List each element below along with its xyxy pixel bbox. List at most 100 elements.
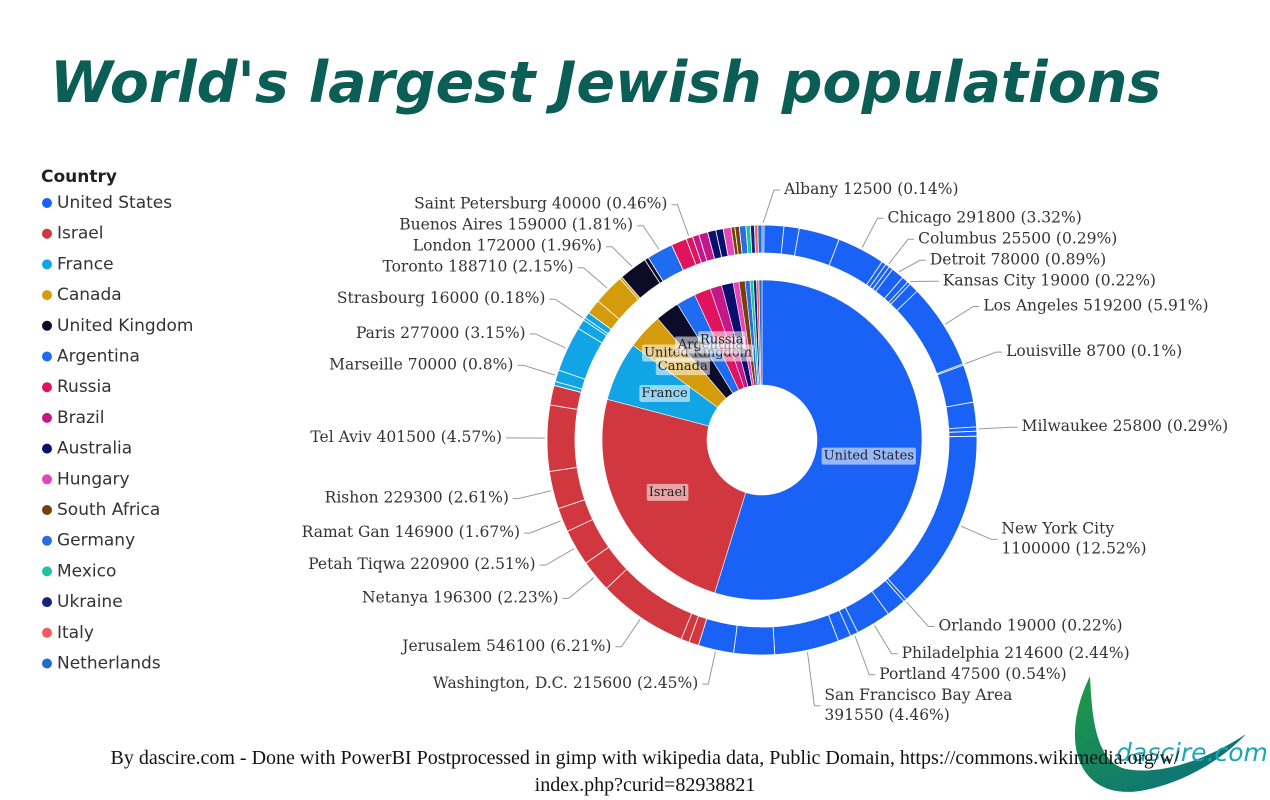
city-label: Rishon 229300 (2.61%) [325,488,509,506]
legend-label: Argentina [57,347,140,367]
city-label: Kansas City 19000 (0.22%) [943,271,1156,289]
legend-label: Italy [57,623,94,643]
leader-line [637,225,660,250]
leader-line [606,246,633,267]
city-label: Albany 12500 (0.14%) [783,180,959,198]
outer-slice [896,290,964,375]
leader-line [854,635,876,676]
outer-slice [772,614,839,656]
legend-marker [42,658,52,669]
leader-line [906,601,935,628]
city-label: London 172000 (1.96%) [413,237,602,255]
leader-line [549,298,583,319]
city-label: Philadelphia 214600 (2.44%) [902,644,1130,662]
legend-marker [42,535,52,546]
outer-slice [948,430,978,438]
inner-slice [714,279,923,601]
leader-line [512,490,552,499]
inner-label-bg [698,331,746,349]
leader-line [615,619,641,648]
city-label: Toronto 188710 (2.15%) [382,258,573,276]
legend-marker [42,505,52,515]
city-label: Washington, D.C. 215600 (2.45%) [433,674,698,692]
outer-slice [546,404,578,472]
legend-marker [42,351,52,362]
leader-line [945,305,980,325]
inner-slice [758,279,763,386]
leader-line [898,259,926,273]
city-label: Detroit 78000 (0.89%) [930,250,1106,268]
inner-label: France [641,386,688,401]
legend-label: Israel [57,224,103,244]
city-label: Los Angeles 519200 (5.91%) [983,296,1208,314]
leader-line [529,333,566,349]
outer-slice [763,224,785,255]
leader-line [517,364,556,376]
chart-title: World's largest Jewish populations [50,50,1161,116]
city-label: San Francisco Bay Area [824,686,1012,704]
city-label: Ramat Gan 146900 (1.67%) [302,523,520,541]
legend-title: Country [41,167,117,187]
city-label: Milwaukee 25800 (0.29%) [1022,417,1229,435]
inner-label-bg [821,447,916,465]
city-label: Paris 277000 (3.15%) [356,324,526,342]
outer-slice [605,568,693,640]
inner-label-bg [646,483,689,501]
legend-label: Ukraine [57,592,123,612]
city-label: Jerusalem 546100 (6.21%) [400,637,611,655]
city-label: Orlando 19000 (0.22%) [938,617,1122,635]
legend-marker [42,228,52,239]
outer-slice [733,624,776,656]
leader-line [539,548,575,566]
inner-label-bg [639,385,690,403]
legend-label: Australia [57,439,132,459]
city-label: Netanya 196300 (2.23%) [362,588,559,606]
inner-label: Russia [700,332,744,347]
leader-line [874,625,898,655]
legend-label: Netherlands [57,654,161,674]
footer-line: By dascire.com - Done with PowerBI Postp… [111,747,1180,769]
legend-marker [42,198,52,208]
city-label: Saint Petersburg 40000 (0.46%) [414,195,667,213]
city-label: Buenos Aires 159000 (1.81%) [399,216,633,234]
leader-line [861,217,884,248]
legend-label: Germany [57,531,135,551]
city-label: Columbus 25500 (0.29%) [918,229,1117,247]
leader-line [702,651,716,685]
city-label: New York City [1001,519,1114,537]
leader-line [806,652,821,707]
legend-label: Russia [57,377,112,397]
city-label: Chicago 291800 (3.32%) [887,208,1081,226]
legend-marker [42,443,52,454]
legend-marker [42,382,52,393]
legend-marker [42,627,52,638]
city-label: Portland 47500 (0.54%) [879,665,1066,683]
city-label: Petah Tiqwa 220900 (2.51%) [308,555,535,573]
legend-label: Canada [57,285,122,305]
legend-label: United Kingdom [57,316,193,336]
city-label: Strasbourg 16000 (0.18%) [337,289,546,307]
leader-line [960,525,998,540]
inner-label: United States [824,449,914,464]
legend-label: Hungary [57,469,130,489]
logo-swoosh [1074,676,1246,792]
city-label: Louisville 8700 (0.1%) [1006,342,1182,360]
leader-line [577,267,608,289]
inner-label-bg [655,358,710,376]
leader-line [888,238,915,265]
leader-line [671,204,690,236]
city-label: Tel Aviv 401500 (4.57%) [310,428,502,446]
inner-label: Israel [649,485,687,500]
legend-marker [42,597,52,608]
leader-line [964,351,1003,365]
outer-slice [945,401,978,430]
legend-marker [42,259,52,270]
legend: United States Israel France Canada United Ki… [42,193,193,674]
legend-label: France [57,254,114,274]
footer-line: index.php?curid=82938821 [535,774,756,796]
leader-line [562,577,595,599]
city-label: 1100000 (12.52%) [1001,539,1146,557]
legend-marker [42,474,52,485]
